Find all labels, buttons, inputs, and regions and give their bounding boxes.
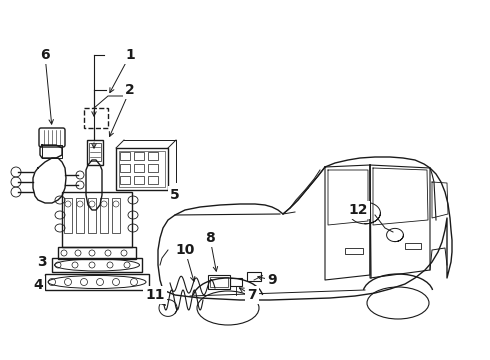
Bar (210, 277, 228, 287)
Bar (134, 164, 144, 172)
Text: 1: 1 (125, 48, 135, 62)
Bar (87, 140, 103, 165)
Text: 3: 3 (37, 255, 47, 269)
Bar (120, 152, 130, 160)
Bar (64, 198, 72, 233)
Text: 4: 4 (33, 278, 43, 292)
Bar (116, 148, 168, 190)
Bar (247, 272, 261, 281)
Bar (230, 278, 242, 286)
Bar (112, 198, 120, 233)
Bar (45, 274, 149, 290)
Text: 5: 5 (170, 188, 180, 202)
Bar (134, 152, 144, 160)
Bar (345, 248, 363, 254)
Text: 2: 2 (125, 83, 135, 97)
Bar (208, 275, 230, 289)
Bar (89, 143, 101, 161)
Bar (76, 198, 84, 233)
Text: 11: 11 (145, 288, 165, 302)
Bar (120, 176, 130, 184)
Text: 8: 8 (205, 231, 215, 245)
Bar (52, 258, 142, 272)
Bar (88, 198, 96, 233)
Bar (405, 243, 421, 249)
Text: 12: 12 (348, 203, 368, 217)
Bar (120, 164, 130, 172)
Bar (84, 108, 108, 128)
Text: 10: 10 (175, 243, 195, 257)
Bar (100, 198, 108, 233)
Bar (119, 151, 165, 187)
Text: 6: 6 (40, 48, 50, 62)
Bar (58, 247, 136, 259)
Bar (134, 176, 144, 184)
Text: 7: 7 (247, 288, 257, 302)
Text: 9: 9 (267, 273, 277, 287)
Bar (148, 152, 158, 160)
Bar (148, 176, 158, 184)
Bar (148, 164, 158, 172)
Bar (62, 192, 132, 247)
